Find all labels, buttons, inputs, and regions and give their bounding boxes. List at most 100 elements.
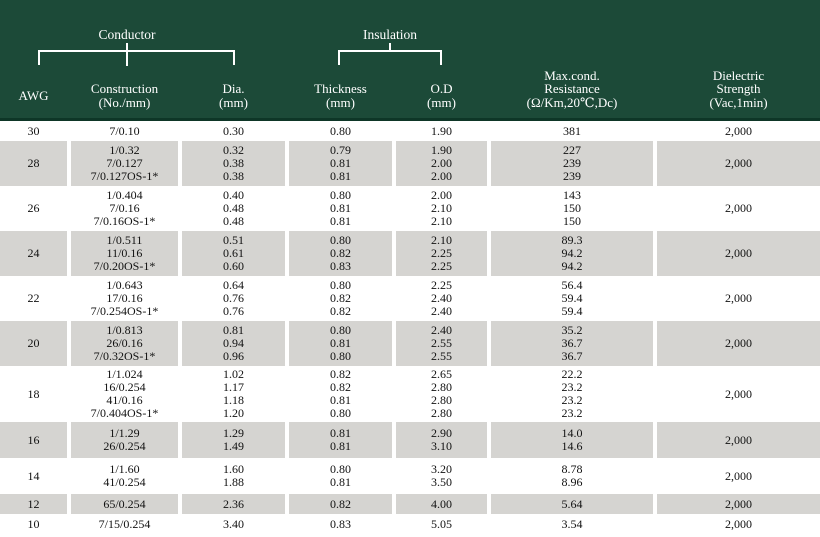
od-value: 3.50 <box>431 475 452 489</box>
column-header-label: Construction <box>90 81 159 96</box>
od-cell: 4.00 <box>396 494 487 514</box>
od-cell: 1.90 2.00 2.00 <box>396 141 487 186</box>
awg-value: 20 <box>27 336 40 350</box>
dia-cell: 0.51 0.61 0.60 <box>182 231 285 276</box>
thickness-value: 0.80 <box>330 278 351 292</box>
dielectric-value: 2,000 <box>725 156 752 170</box>
construction-cell: 7/15/0.254 <box>71 514 178 534</box>
insulation-bracket-right-tick <box>440 50 442 65</box>
column-header-label: Dielectric <box>712 67 765 83</box>
resistance-value: 3.54 <box>561 516 583 531</box>
column-header-label: Dia. <box>222 81 245 96</box>
construction-value: 7/0.16OS-1* <box>93 214 156 228</box>
dielectric-cell: 2,000 <box>657 186 820 231</box>
od-value: 2.00 <box>431 188 452 202</box>
dia-value: 3.40 <box>223 516 244 531</box>
awg-cell: 28 <box>0 141 67 186</box>
awg-cell: 26 <box>0 186 67 231</box>
thickness-cell: 0.80 0.82 0.82 <box>289 276 392 321</box>
thickness-value: 0.82 <box>330 246 351 260</box>
dia-value: 1.18 <box>223 393 244 407</box>
dielectric-cell: 2,000 <box>657 121 820 141</box>
dia-value: 0.30 <box>223 123 244 138</box>
thickness-value: 0.81 <box>330 201 351 215</box>
thickness-value: 0.80 <box>330 349 351 363</box>
dia-value: 0.64 <box>223 278 244 292</box>
awg-cell: 12 <box>0 494 67 514</box>
dielectric-value: 2,000 <box>725 468 752 483</box>
dia-value: 1.29 <box>223 426 244 440</box>
resistance-value: 14.0 <box>561 426 583 440</box>
awg-value: 16 <box>27 432 40 447</box>
resistance-value: 35.2 <box>561 323 583 337</box>
construction-value: 7/0.32OS-1* <box>93 349 156 363</box>
construction-value: 7/0.404OS-1* <box>90 406 159 420</box>
thickness-value: 0.83 <box>330 516 351 531</box>
od-value: 2.80 <box>431 393 452 407</box>
resistance-value: 56.4 <box>561 278 583 292</box>
construction-value: 7/0.127OS-1* <box>90 169 159 183</box>
resistance-value: 150 <box>563 201 581 215</box>
thickness-value: 0.81 <box>330 475 351 489</box>
dielectric-value: 2,000 <box>725 336 752 350</box>
table-row-group: 12 65/0.254 2.36 0.82 4.00 5.64 2,000 <box>0 494 820 514</box>
column-header-unit: (mm) <box>326 94 355 110</box>
od-value: 2.40 <box>431 304 452 318</box>
resistance-value: 381 <box>563 123 581 138</box>
thickness-value: 0.80 <box>330 462 351 476</box>
od-cell: 2.10 2.25 2.25 <box>396 231 487 276</box>
thickness-value: 0.83 <box>330 259 351 273</box>
resistance-value: 14.6 <box>561 439 583 453</box>
thickness-cell: 0.80 0.82 0.83 <box>289 231 392 276</box>
awg-value: 18 <box>27 386 40 401</box>
column-header-thickness: Thickness (mm) <box>289 82 392 109</box>
construction-value: 26/0.16 <box>106 336 143 350</box>
dia-value: 0.51 <box>223 233 244 247</box>
dielectric-value: 2,000 <box>725 291 752 305</box>
thickness-cell: 0.83 <box>289 514 392 534</box>
resistance-value: 23.2 <box>561 393 583 407</box>
resistance-value: 227 <box>563 143 581 157</box>
od-cell: 1.90 <box>396 121 487 141</box>
thickness-cell: 0.80 <box>289 121 392 141</box>
resistance-value: 239 <box>563 156 581 170</box>
dia-value: 0.76 <box>223 291 244 305</box>
awg-cell: 22 <box>0 276 67 321</box>
dia-cell: 1.02 1.17 1.18 1.20 <box>182 366 285 422</box>
table-row-group: 30 7/0.10 0.30 0.80 1.90 381 2,000 <box>0 121 820 141</box>
resistance-value: 36.7 <box>561 349 583 363</box>
column-header-label: AWG <box>18 87 49 103</box>
awg-cell: 20 <box>0 321 67 366</box>
dia-value: 0.60 <box>223 259 244 273</box>
od-cell: 3.20 3.50 <box>396 458 487 494</box>
awg-cell: 24 <box>0 231 67 276</box>
awg-value: 28 <box>27 156 40 170</box>
dielectric-value: 2,000 <box>725 123 752 138</box>
resistance-value: 239 <box>563 169 581 183</box>
construction-value: 7/0.20OS-1* <box>93 259 156 273</box>
resistance-cell: 8.78 8.96 <box>491 458 653 494</box>
od-value: 3.10 <box>431 439 452 453</box>
column-header-label: Strength <box>716 81 761 96</box>
dia-cell: 3.40 <box>182 514 285 534</box>
column-headers: AWG Construction (No./mm) Dia. (mm) Thic… <box>0 67 820 119</box>
construction-value: 41/0.254 <box>103 475 146 489</box>
dielectric-value: 2,000 <box>725 432 752 447</box>
resistance-cell: 35.2 36.7 36.7 <box>491 321 653 366</box>
table-row-group: 14 1/1.60 41/0.254 1.60 1.88 0.80 0.81 3.20… <box>0 458 820 494</box>
thickness-value: 0.80 <box>330 323 351 337</box>
od-value: 2.00 <box>431 156 452 170</box>
construction-value: 7/0.254OS-1* <box>90 304 159 318</box>
dielectric-value: 2,000 <box>725 246 752 260</box>
thickness-value: 0.80 <box>330 406 351 420</box>
awg-cell: 18 <box>0 366 67 422</box>
resistance-value: 23.2 <box>561 380 583 394</box>
column-header-od: O.D (mm) <box>396 82 487 109</box>
resistance-value: 150 <box>563 214 581 228</box>
construction-value: 7/15/0.254 <box>98 516 151 531</box>
dia-value: 1.60 <box>223 462 244 476</box>
awg-value: 26 <box>27 201 40 215</box>
resistance-cell: 381 <box>491 121 653 141</box>
dielectric-cell: 2,000 <box>657 514 820 534</box>
